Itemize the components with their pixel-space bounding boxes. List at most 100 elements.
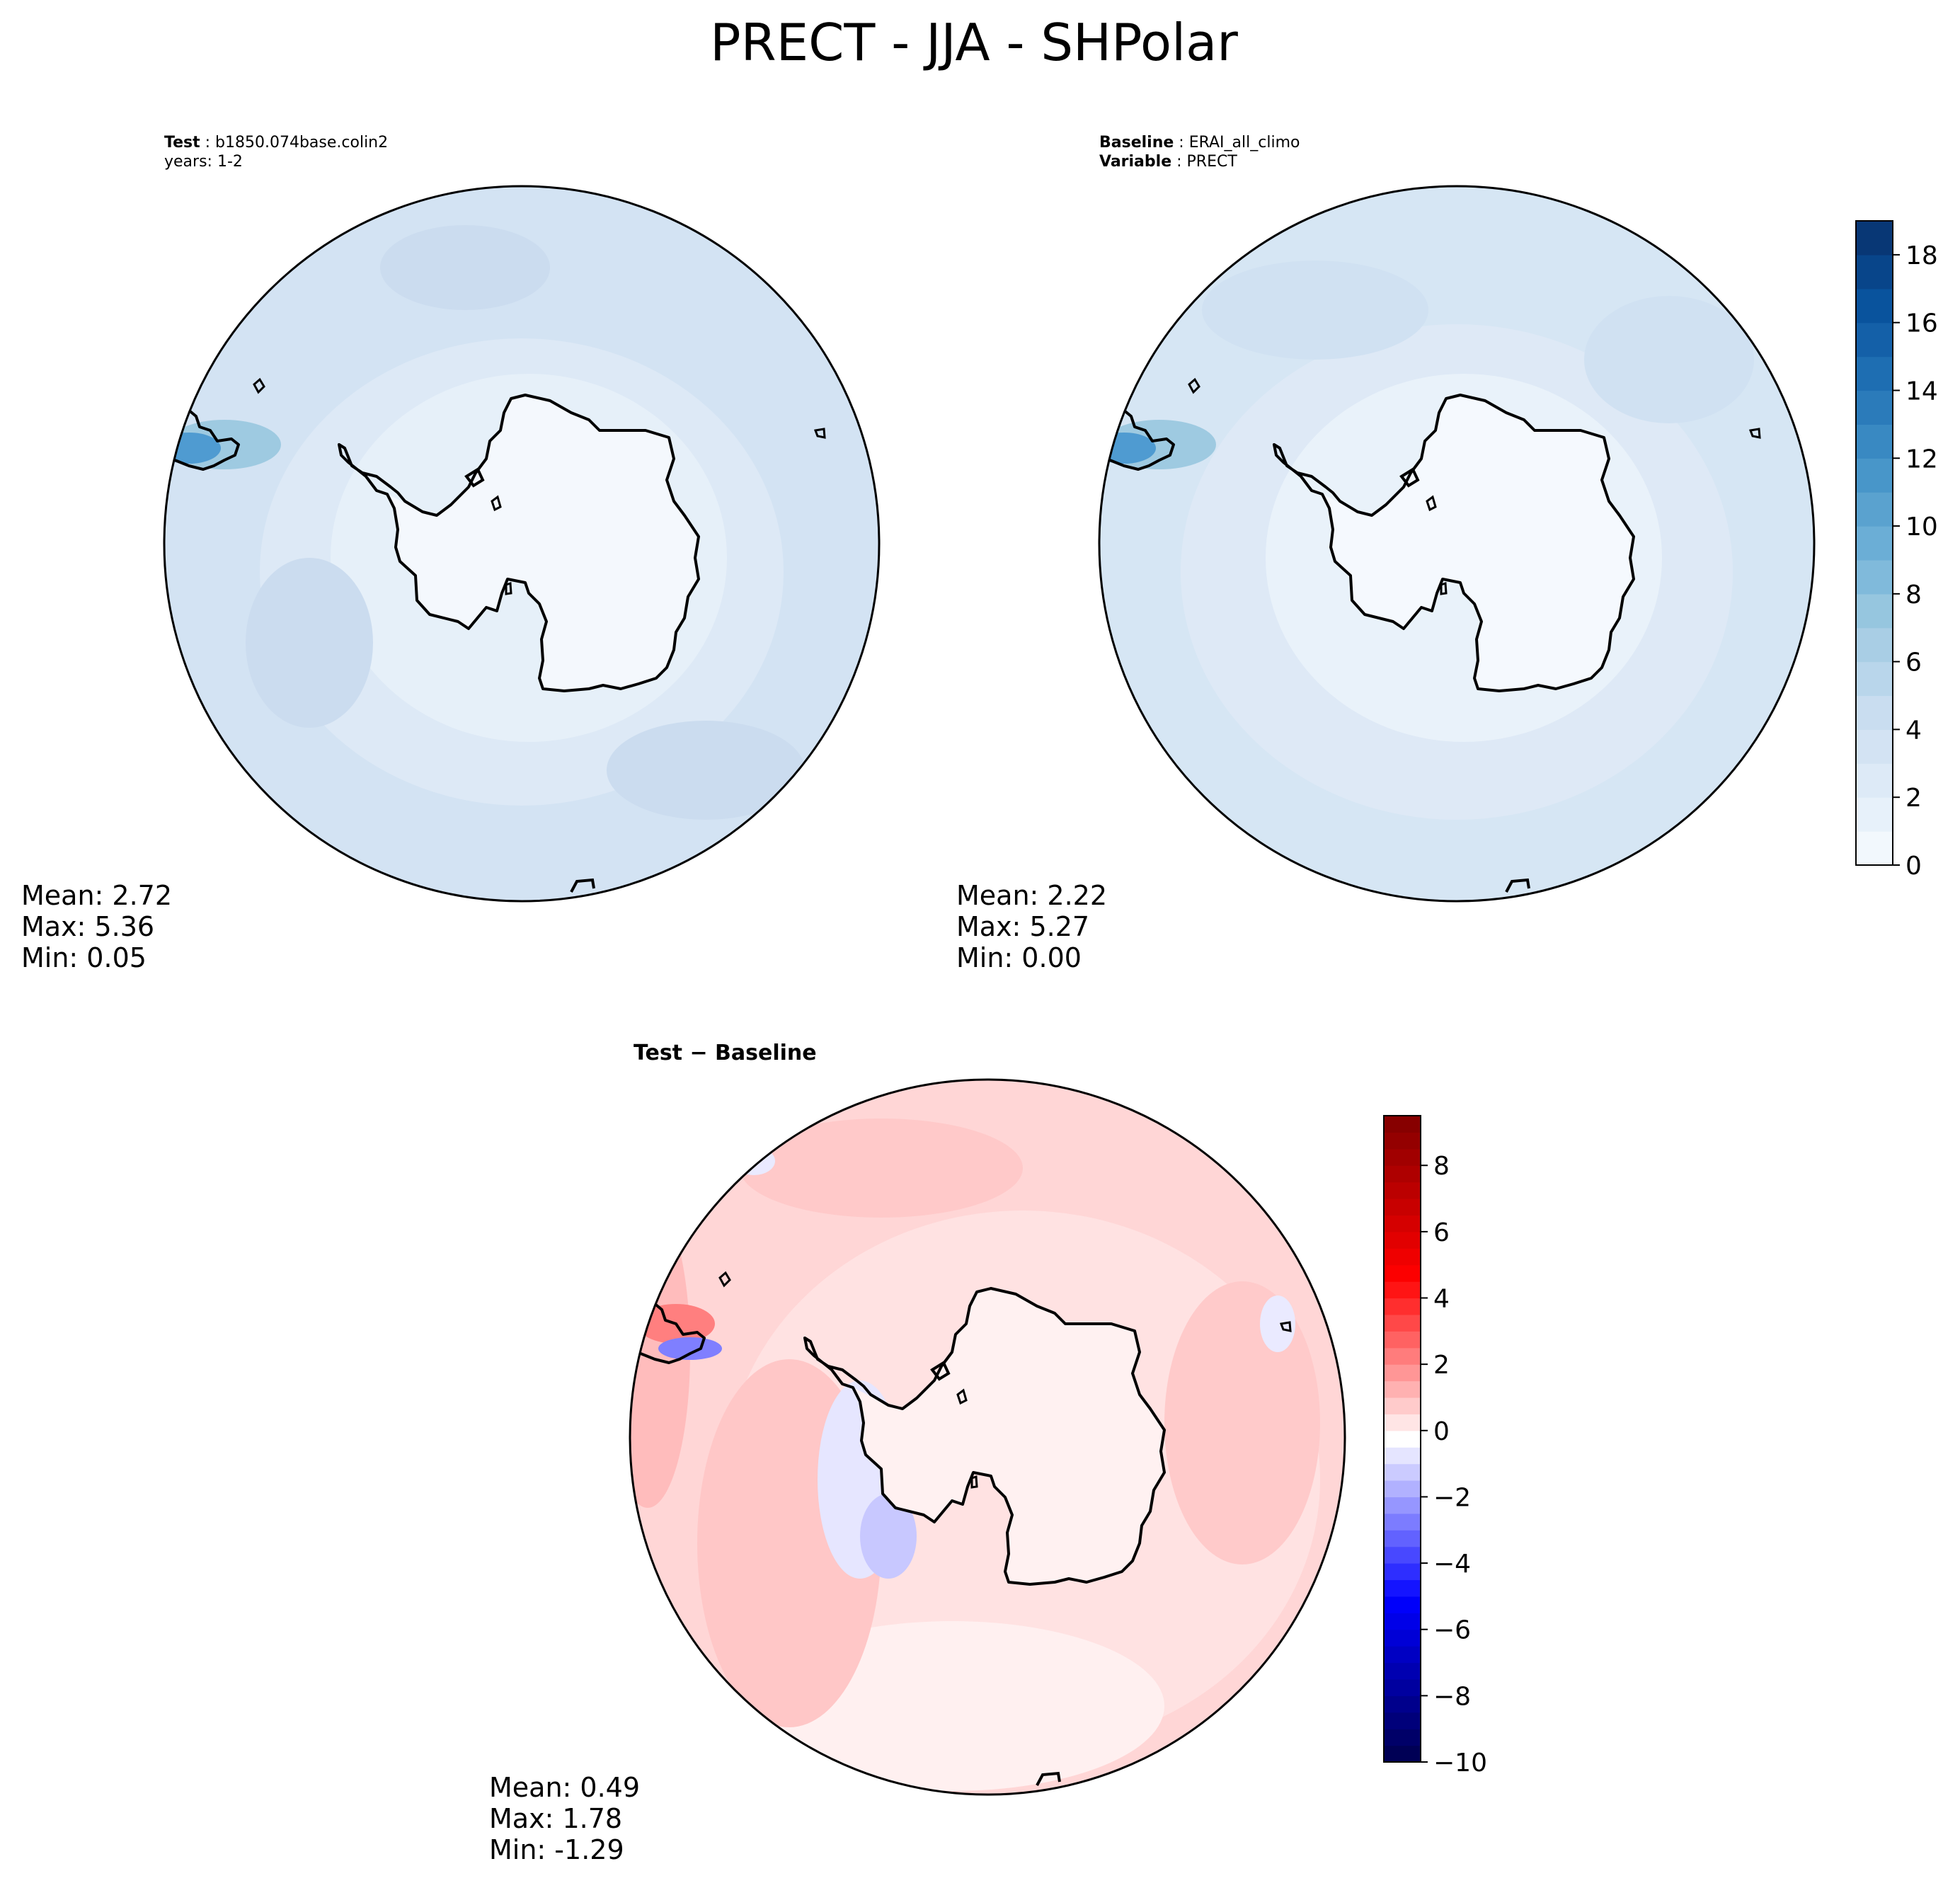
difference-colorbar-level — [1384, 1646, 1421, 1664]
baseline-header-key: Baseline — [1099, 134, 1174, 151]
baseline-panel: Baseline : ERAI_all_climo Variable : PRE… — [956, 134, 1938, 973]
difference-colorbar-level — [1384, 1729, 1421, 1746]
difference-colorbar-level — [1384, 1231, 1421, 1249]
difference-map — [630, 1080, 1345, 1795]
baseline-colorbar-tick-label: 8 — [1905, 580, 1922, 610]
baseline-colorbar-level — [1856, 526, 1893, 561]
baseline-colorbar-tick-label: 10 — [1905, 513, 1938, 542]
difference-colorbar-level — [1384, 1116, 1421, 1133]
difference-colorbar-tick-label: −10 — [1433, 1749, 1487, 1778]
difference-colorbar-level — [1384, 1397, 1421, 1414]
difference-mean: Mean: 0.49 — [489, 1772, 640, 1803]
baseline-colorbar-level — [1856, 559, 1893, 595]
baseline-colorbar-tick-label: 0 — [1905, 852, 1922, 881]
baseline-header-value: ERAI_all_climo — [1189, 134, 1300, 151]
baseline-colorbar-level — [1856, 695, 1893, 731]
difference-colorbar-level — [1384, 1182, 1421, 1199]
baseline-colorbar: 0 2 4 6 8 10 12 14 16 18 — [1855, 220, 1938, 881]
difference-colorbar: −10 −8 −6 −4 −2 0 2 4 6 8 — [1383, 1115, 1487, 1778]
baseline-colorbar-level — [1856, 593, 1893, 629]
difference-colorbar-level — [1384, 1198, 1421, 1216]
baseline-colorbar-tick-label: 2 — [1905, 784, 1922, 813]
baseline-colorbar-tick-label: 14 — [1905, 377, 1938, 406]
baseline-colorbar-tick-label: 16 — [1905, 309, 1938, 338]
difference-panel: Test − Baseline Mean: — [489, 1041, 1487, 1865]
test-map-boundary — [163, 185, 881, 903]
baseline-colorbar-level — [1856, 254, 1893, 290]
baseline-colorbar-level — [1856, 221, 1893, 256]
difference-colorbar-level — [1384, 1745, 1421, 1763]
baseline-colorbar-tick-label: 12 — [1905, 445, 1938, 474]
test-header-sep: : — [200, 134, 215, 151]
difference-colorbar-level — [1384, 1447, 1421, 1465]
baseline-colorbar-tick-label: 18 — [1905, 241, 1938, 270]
difference-colorbar-tick-label: 6 — [1433, 1218, 1450, 1247]
baseline-colorbar-level — [1856, 797, 1893, 832]
difference-colorbar-level — [1384, 1530, 1421, 1547]
test-min: Min: 0.05 — [21, 942, 147, 973]
test-years: years: 1-2 — [164, 153, 243, 171]
test-mean: Mean: 2.72 — [21, 880, 172, 911]
baseline-colorbar-level — [1856, 661, 1893, 697]
baseline-max: Max: 5.27 — [956, 911, 1089, 942]
difference-colorbar-level — [1384, 1364, 1421, 1382]
test-header-value: b1850.074base.colin2 — [215, 134, 388, 151]
baseline-colorbar-level — [1856, 763, 1893, 798]
baseline-header-line-2: Variable : PRECT — [1099, 153, 1237, 171]
difference-colorbar-level — [1384, 1148, 1421, 1166]
difference-map-boundary — [629, 1078, 1346, 1796]
baseline-colorbar-level — [1856, 831, 1893, 866]
difference-colorbar-level — [1384, 1132, 1421, 1150]
difference-colorbar-level — [1384, 1678, 1421, 1696]
baseline-header-sep: : — [1174, 134, 1188, 151]
baseline-colorbar-level — [1856, 729, 1893, 764]
difference-colorbar-level — [1384, 1463, 1421, 1481]
difference-colorbar-level — [1384, 1298, 1421, 1315]
baseline-min: Min: 0.00 — [956, 942, 1082, 973]
difference-colorbar-frame — [1383, 1115, 1421, 1763]
difference-colorbar-tick-label: −4 — [1433, 1550, 1471, 1579]
difference-colorbar-level — [1384, 1264, 1421, 1282]
difference-colorbar-level — [1384, 1712, 1421, 1729]
difference-colorbar-level — [1384, 1248, 1421, 1266]
variable-value: PRECT — [1187, 153, 1238, 171]
difference-colorbar-level — [1384, 1165, 1421, 1183]
baseline-colorbar-level — [1856, 390, 1893, 425]
difference-colorbar-level — [1384, 1613, 1421, 1630]
test-max: Max: 5.36 — [21, 911, 154, 942]
difference-colorbar-level — [1384, 1347, 1421, 1365]
test-header-line-1: Test : b1850.074base.colin2 — [164, 134, 388, 151]
difference-colorbar-level — [1384, 1281, 1421, 1299]
difference-colorbar-level — [1384, 1596, 1421, 1613]
difference-colorbar-level — [1384, 1497, 1421, 1514]
variable-key: Variable — [1099, 153, 1171, 171]
baseline-colorbar-tick-label: 6 — [1905, 648, 1922, 677]
difference-colorbar-level — [1384, 1695, 1421, 1713]
baseline-map-boundary — [1098, 185, 1816, 903]
difference-colorbar-level — [1384, 1215, 1421, 1232]
difference-colorbar-level — [1384, 1314, 1421, 1332]
difference-colorbar-level — [1384, 1380, 1421, 1398]
baseline-colorbar-level — [1856, 492, 1893, 527]
difference-title: Test − Baseline — [634, 1041, 817, 1065]
baseline-colorbar-tick-label: 4 — [1905, 716, 1922, 745]
baseline-colorbar-level — [1856, 424, 1893, 459]
figure-title: PRECT - JJA - SHPolar — [710, 13, 1238, 72]
test-map — [164, 186, 879, 901]
variable-sep: : — [1171, 153, 1186, 171]
difference-min: Min: -1.29 — [489, 1834, 624, 1865]
baseline-colorbar-level — [1856, 288, 1893, 324]
difference-colorbar-tick-label: 4 — [1433, 1285, 1450, 1314]
baseline-colorbar-level — [1856, 458, 1893, 493]
baseline-colorbar-level — [1856, 322, 1893, 357]
difference-colorbar-tick-label: −6 — [1433, 1616, 1471, 1645]
difference-colorbar-level — [1384, 1546, 1421, 1564]
difference-colorbar-level — [1384, 1331, 1421, 1349]
difference-colorbar-tick-label: 8 — [1433, 1152, 1450, 1181]
baseline-map — [1099, 186, 1814, 901]
difference-colorbar-level — [1384, 1480, 1421, 1498]
difference-colorbar-level — [1384, 1579, 1421, 1597]
difference-colorbar-level — [1384, 1430, 1421, 1448]
difference-max: Max: 1.78 — [489, 1803, 622, 1834]
